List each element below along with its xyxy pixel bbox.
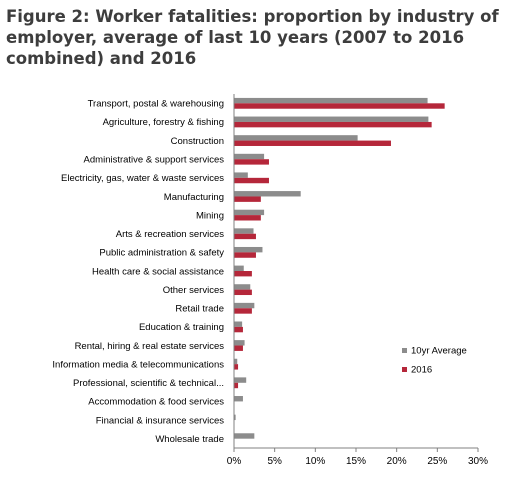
category-label: Transport, postal & warehousing [88, 99, 224, 110]
x-tick-labels: 0% 5% 10% 15% 20% 25% 30% [227, 456, 488, 467]
category-label: Health care & social assistance [92, 266, 224, 277]
bar-2016 [234, 140, 391, 146]
bar-2016 [234, 345, 243, 351]
axes-group [233, 94, 479, 452]
x-tick-label: 30% [468, 456, 488, 467]
legend-swatch [402, 348, 407, 353]
legend-label: 2016 [411, 365, 432, 376]
bar-2016 [234, 271, 252, 277]
bar-10yr-average [234, 116, 429, 122]
bar-10yr-average [234, 302, 255, 309]
x-tick-label: 0% [227, 456, 242, 467]
bar-2016 [234, 159, 269, 165]
category-labels: Transport, postal & warehousing Agricultu… [52, 99, 224, 445]
legend-label: 10yr Average [411, 346, 467, 357]
x-tick-label: 15% [346, 456, 366, 467]
bar-10yr-average [234, 284, 251, 290]
x-tick-label: 5% [267, 456, 282, 467]
category-label: Other services [163, 285, 224, 296]
category-label: Public administration & safety [99, 248, 224, 259]
title-line-1: Figure 2: Worker fatalities: proportion … [6, 7, 499, 26]
bar-10yr-average [234, 228, 254, 234]
x-tick-label: 20% [387, 456, 407, 467]
title-line-2: employer, average of last 10 years (2007… [6, 28, 465, 47]
legend: 10yr Average 2016 [402, 346, 467, 376]
bar-10yr-average [234, 358, 238, 365]
category-label: Mining [196, 210, 224, 221]
category-label: Rental, hiring & real estate services [75, 341, 225, 352]
category-label: Administrative & support services [84, 155, 225, 166]
bar-2016 [234, 121, 432, 128]
bar-2016 [234, 177, 269, 184]
x-tick-label: 10% [305, 456, 325, 467]
bar-10yr-average [234, 321, 243, 327]
bars-group [234, 97, 445, 439]
bar-2016 [234, 215, 261, 221]
bar-10yr-average [234, 377, 247, 383]
legend-swatch [402, 367, 407, 372]
bar-10yr-average [234, 246, 263, 253]
category-label: Information media & telecommunications [52, 359, 224, 370]
bar-2016 [234, 289, 252, 296]
bar-10yr-average [234, 414, 236, 421]
category-label: Retail trade [175, 304, 224, 315]
category-label: Professional, scientific & technical... [73, 378, 224, 389]
category-label: Accommodation & food services [88, 397, 224, 408]
category-label: Manufacturing [164, 192, 224, 203]
bar-10yr-average [234, 265, 244, 271]
bar-10yr-average [234, 135, 358, 141]
bar-10yr-average [234, 191, 301, 197]
bar-2016 [234, 308, 252, 314]
bar-10yr-average [234, 209, 265, 216]
bar-2016 [234, 252, 256, 258]
bar-2016 [234, 364, 239, 370]
category-label: Construction [171, 136, 224, 147]
category-label: Agriculture, forestry & fishing [103, 117, 224, 128]
category-label: Electricity, gas, water & waste services [61, 173, 224, 184]
bar-10yr-average [234, 172, 248, 178]
bar-2016 [234, 103, 445, 109]
category-label: Financial & insurance services [96, 415, 225, 426]
bar-10yr-average [234, 433, 255, 439]
bar-10yr-average [234, 340, 245, 346]
bar-2016 [234, 196, 261, 202]
title-line-3: combined) and 2016 [6, 49, 197, 68]
bar-10yr-average [234, 97, 428, 104]
bar-2016 [234, 326, 243, 333]
bar-10yr-average [234, 153, 265, 160]
bar-2016 [234, 233, 256, 240]
category-label: Wholesale trade [155, 434, 224, 445]
bar-2016 [234, 382, 239, 389]
chart-title: Figure 2: Worker fatalities: proportion … [6, 6, 521, 69]
category-label: Arts & recreation services [116, 229, 224, 240]
x-tick-label: 25% [427, 456, 447, 467]
category-label: Education & training [139, 322, 224, 333]
bar-10yr-average [234, 396, 243, 402]
